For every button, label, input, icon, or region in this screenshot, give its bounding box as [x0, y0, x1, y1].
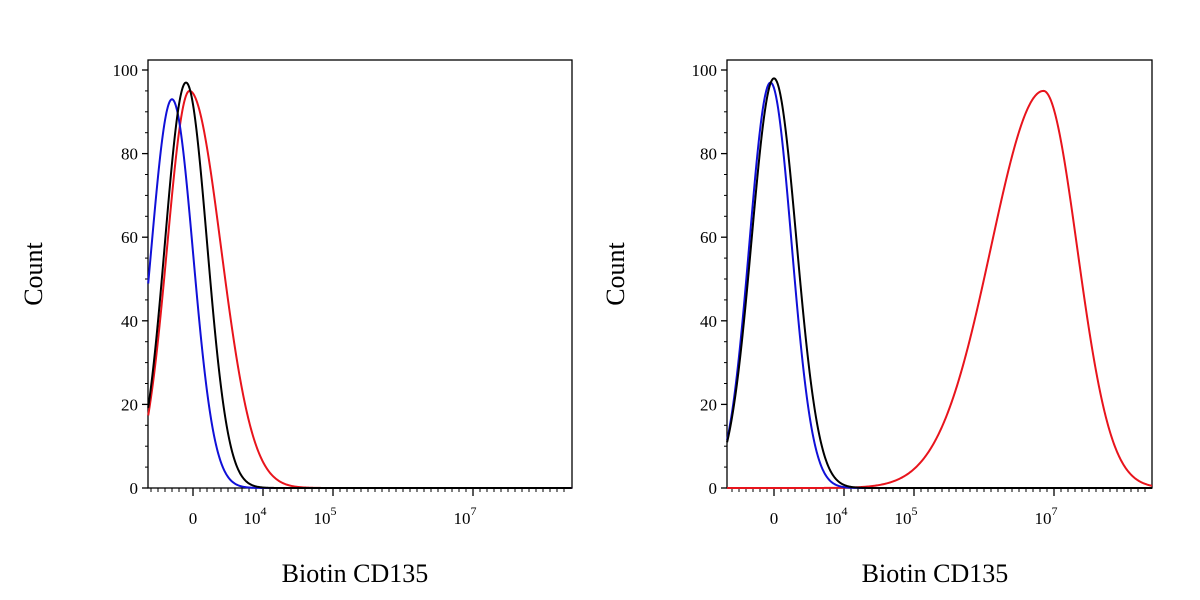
x-tick-exponent: 5: [912, 504, 918, 518]
x-tick-label: 105: [314, 504, 337, 528]
x-tick-label: 107: [1035, 504, 1058, 528]
x-tick-base: 0: [189, 509, 198, 528]
y-tick-label: 40: [121, 312, 138, 331]
series-curve-2: [147, 81, 572, 489]
y-tick-label: 40: [700, 312, 717, 331]
x-axis-label: Biotin CD135: [282, 559, 429, 588]
y-tick-label: 0: [709, 479, 718, 498]
y-tick-label: 20: [700, 395, 717, 414]
x-tick-base: 10: [895, 509, 912, 528]
series-curve-2: [726, 77, 1153, 489]
x-tick-exponent: 7: [471, 504, 477, 518]
x-tick-label: 105: [895, 504, 918, 528]
x-tick-label: 104: [244, 504, 267, 528]
x-tick-base: 10: [1035, 509, 1052, 528]
series-curve-1: [726, 81, 1153, 489]
x-tick-base: 10: [244, 509, 261, 528]
y-tick-label: 80: [121, 145, 138, 164]
y-axis-label: Count: [19, 241, 48, 305]
y-tick-label: 80: [700, 145, 717, 164]
x-tick-base: 10: [825, 509, 842, 528]
x-tick-base: 0: [770, 509, 779, 528]
x-tick-exponent: 4: [842, 504, 848, 518]
y-tick-label: 60: [121, 228, 138, 247]
x-tick-exponent: 5: [331, 504, 337, 518]
y-tick-label: 100: [113, 61, 139, 80]
y-tick-label: 0: [130, 479, 139, 498]
x-tick-exponent: 7: [1052, 504, 1058, 518]
x-axis-label: Biotin CD135: [862, 559, 1009, 588]
y-tick-label: 20: [121, 395, 138, 414]
x-tick-exponent: 4: [261, 504, 267, 518]
y-axis-label: Count: [601, 241, 630, 305]
x-tick-base: 10: [314, 509, 331, 528]
y-tick-label: 60: [700, 228, 717, 247]
plot-frame: [726, 59, 1153, 489]
x-tick-label: 0: [770, 509, 779, 528]
x-tick-base: 10: [454, 509, 471, 528]
x-tick-label: 0: [189, 509, 198, 528]
x-tick-label: 107: [454, 504, 477, 528]
x-tick-label: 104: [825, 504, 848, 528]
series-curve-0: [726, 89, 1153, 489]
y-tick-label: 100: [692, 61, 718, 80]
